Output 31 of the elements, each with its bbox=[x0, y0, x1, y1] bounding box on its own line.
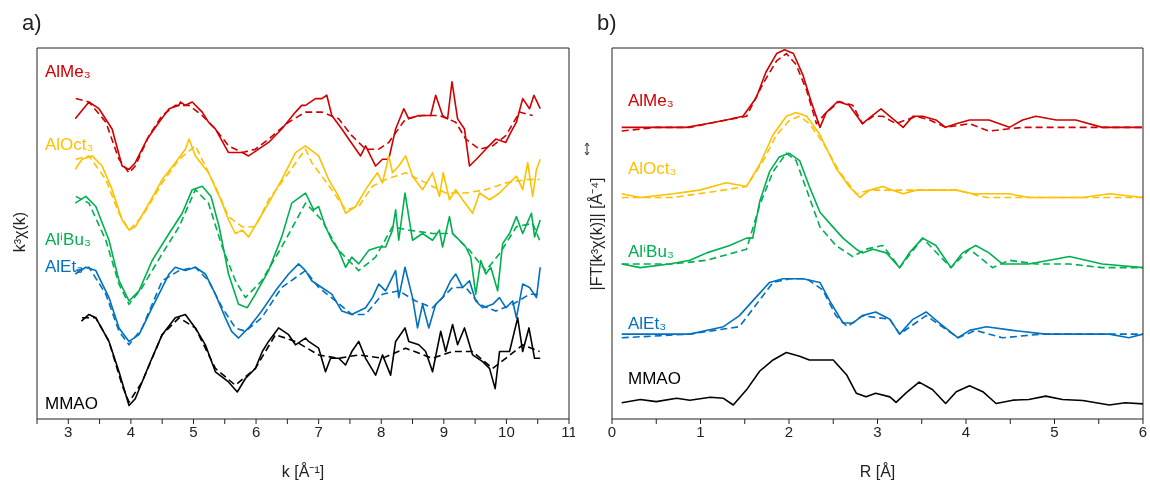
series-label: MMAO bbox=[628, 369, 681, 389]
series-label: AlMe₃ bbox=[628, 91, 674, 111]
x-tick-label: 5 bbox=[189, 422, 198, 440]
series-label: AlOct₃ bbox=[45, 135, 94, 155]
x-axis-title: R [Å] bbox=[859, 462, 896, 480]
x-tick-label: 2 bbox=[784, 422, 794, 440]
x-tick-label: 5 bbox=[1050, 422, 1059, 440]
y-axis-title: |FT[k³χ(k)]| [Å⁻⁴] bbox=[586, 176, 606, 292]
x-tick-label: 3 bbox=[64, 422, 73, 440]
series-label: AlⁱBu₃ bbox=[45, 229, 91, 250]
x-axis-title: k [Å⁻¹] bbox=[281, 462, 325, 480]
series-label: MMAO bbox=[45, 394, 98, 414]
series-label: AlⁱBu₃ bbox=[628, 241, 674, 262]
chart-title: a) bbox=[22, 10, 42, 36]
series-label: AlMe₃ bbox=[45, 62, 91, 82]
series-label: AlEt₃ bbox=[45, 257, 84, 277]
x-tick-label: 1 bbox=[696, 422, 705, 440]
x-tick-label: 6 bbox=[1138, 422, 1148, 440]
x-tick-label: 4 bbox=[961, 422, 971, 440]
series-label: AlOct₃ bbox=[628, 159, 677, 179]
chart-title: b) bbox=[597, 10, 617, 36]
x-tick-label: 10 bbox=[498, 422, 515, 440]
x-tick-label: 8 bbox=[377, 422, 386, 440]
x-tick-label: 3 bbox=[873, 422, 882, 440]
y-axis-title: k³χ(k) bbox=[11, 210, 29, 254]
x-tick-label: 0 bbox=[607, 422, 617, 440]
x-tick-label: 7 bbox=[314, 422, 323, 440]
x-tick-label: 6 bbox=[251, 422, 261, 440]
series-label: AlEt₃ bbox=[628, 314, 667, 334]
x-tick-label: 4 bbox=[126, 422, 136, 440]
x-tick-label: 9 bbox=[439, 422, 448, 440]
